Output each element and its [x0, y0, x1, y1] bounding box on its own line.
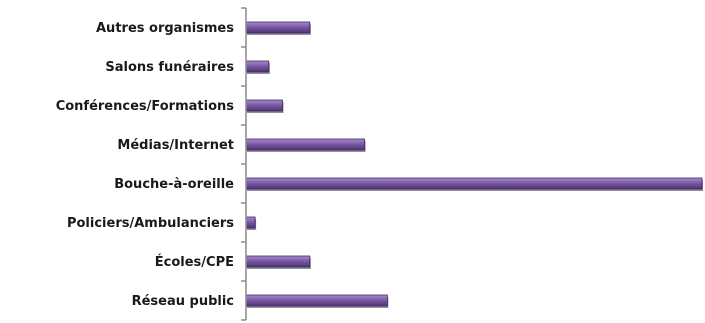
bar	[245, 21, 311, 34]
bar	[245, 177, 703, 190]
category-label: Salons funéraires	[105, 60, 234, 75]
bar	[245, 60, 270, 73]
category-label: Bouche-à-oreille	[114, 177, 234, 192]
category-label: Écoles/CPE	[155, 254, 234, 270]
category-label: Autres organismes	[96, 21, 234, 36]
bar	[245, 255, 311, 268]
category-axis	[241, 7, 247, 321]
category-label: Médias/Internet	[117, 138, 234, 153]
category-label: Réseau public	[132, 294, 234, 309]
bar	[245, 216, 256, 229]
category-label: Policiers/Ambulanciers	[67, 216, 234, 231]
bar	[245, 99, 283, 112]
bar	[245, 294, 388, 307]
category-label: Conférences/Formations	[56, 99, 235, 114]
bars	[245, 21, 703, 308]
category-labels: Autres organismes Salons funéraires Confér…	[56, 21, 235, 309]
bar	[245, 138, 365, 151]
